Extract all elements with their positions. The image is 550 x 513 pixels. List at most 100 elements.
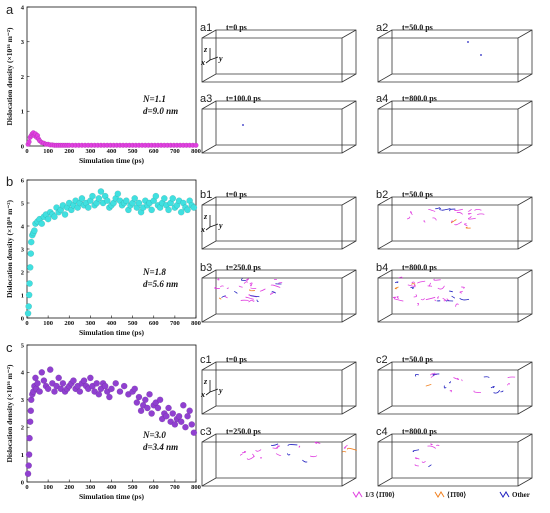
- box-edge: [518, 30, 532, 38]
- y-tick-label: 3: [21, 397, 25, 404]
- defect-point: [480, 54, 482, 56]
- box-edge: [378, 314, 392, 322]
- dislocation-line: [247, 456, 254, 459]
- box-back-face: [392, 101, 532, 145]
- data-point: [170, 195, 176, 201]
- dislocation-line: [252, 300, 254, 301]
- data-point: [26, 452, 32, 458]
- dislocation-line: [234, 291, 237, 293]
- data-point: [32, 375, 38, 381]
- box-front-face: [202, 38, 342, 82]
- y-tick-label: 4: [21, 223, 25, 230]
- data-point: [165, 405, 171, 411]
- dislocation-line: [227, 288, 229, 289]
- data-point: [115, 191, 121, 197]
- data-point: [178, 419, 184, 425]
- box-edge: [202, 314, 216, 322]
- dislocation-line: [394, 299, 403, 301]
- dislocation-line: [414, 294, 417, 296]
- dislocation-line: [252, 454, 254, 456]
- legend-label: ⟨1̄1̄00⟩: [447, 491, 466, 499]
- y-tick-label: 2: [21, 269, 24, 276]
- defect-point: [242, 124, 244, 126]
- dislocation-line: [415, 374, 418, 376]
- box-edge: [342, 145, 356, 153]
- dislocation-line: [271, 285, 280, 288]
- data-point: [28, 408, 34, 414]
- x-tick-label: 100: [43, 148, 53, 155]
- box-edge: [518, 270, 532, 278]
- dislocation-line: [343, 452, 347, 453]
- box-edge: [202, 74, 216, 82]
- x-tick-label: 0: [25, 148, 28, 155]
- data-point: [81, 378, 87, 384]
- dislocation-line: [450, 390, 452, 392]
- data-point: [28, 239, 34, 245]
- dislocation-line: [260, 289, 265, 291]
- y-tick-label: 0: [21, 143, 24, 150]
- data-point: [184, 413, 190, 419]
- y-tick-label: 5: [21, 342, 25, 349]
- dislocation-line: [444, 386, 446, 388]
- box-back-face: [392, 270, 532, 314]
- box-front-face: [378, 205, 518, 249]
- dislocation-line: [456, 304, 459, 307]
- triad-y-label: y: [218, 221, 223, 230]
- box-back-face: [216, 197, 356, 241]
- snapshot-label: a4: [376, 93, 388, 105]
- dislocation-line: [468, 213, 471, 214]
- triad-y-label: y: [218, 54, 223, 63]
- legend: 1/3 ⟨1̄1̄00⟩⟨1̄1̄00⟩Other: [353, 491, 530, 499]
- x-tick-label: 800: [191, 320, 201, 327]
- x-tick-label: 400: [107, 320, 117, 327]
- data-point: [194, 143, 199, 148]
- data-point: [31, 228, 37, 234]
- box-back-face: [216, 101, 356, 145]
- x-tick-label: 600: [149, 484, 159, 491]
- snapshot-time: t=0 ps: [226, 355, 247, 364]
- data-point: [157, 397, 163, 403]
- dislocation-line: [494, 390, 500, 393]
- dislocation-line: [468, 216, 471, 218]
- x-tick-label: 200: [64, 148, 74, 155]
- dislocation-line: [251, 296, 260, 297]
- data-point: [27, 139, 32, 144]
- y-axis-arrow: [210, 389, 218, 392]
- snapshot-label: a2: [376, 22, 388, 34]
- dislocation-line: [430, 444, 432, 445]
- dislocation-line: [435, 300, 436, 301]
- x-axis-title: Simulation time (ps): [79, 156, 145, 165]
- annotation-text: d=9.0 nm: [143, 106, 178, 116]
- box-edge: [202, 478, 216, 486]
- plot-frame: [27, 7, 196, 146]
- dislocation-line: [464, 224, 467, 226]
- box-front-face: [202, 109, 342, 153]
- box-edge: [342, 30, 356, 38]
- triad-x-label: x: [200, 390, 205, 399]
- dislocation-line: [219, 298, 221, 299]
- box-edge: [518, 197, 532, 205]
- triad-x-label: x: [200, 225, 205, 234]
- dislocation-line: [413, 450, 419, 452]
- data-point: [27, 264, 33, 270]
- dislocation-line: [428, 209, 435, 211]
- legend-swatch: [435, 492, 444, 497]
- data-point: [26, 280, 32, 286]
- dislocation-line: [418, 281, 426, 283]
- dislocation-line: [484, 377, 489, 378]
- dislocation-line: [449, 381, 450, 383]
- x-axis-title: Simulation time (ps): [79, 492, 145, 501]
- dislocation-line: [347, 448, 356, 450]
- snapshot-time: t=100.0 ps: [226, 94, 261, 103]
- box-front-face: [202, 370, 342, 414]
- dislocation-line: [461, 287, 464, 288]
- dislocation-line: [242, 451, 246, 453]
- dislocation-line: [257, 300, 259, 302]
- x-tick-label: 300: [86, 320, 96, 327]
